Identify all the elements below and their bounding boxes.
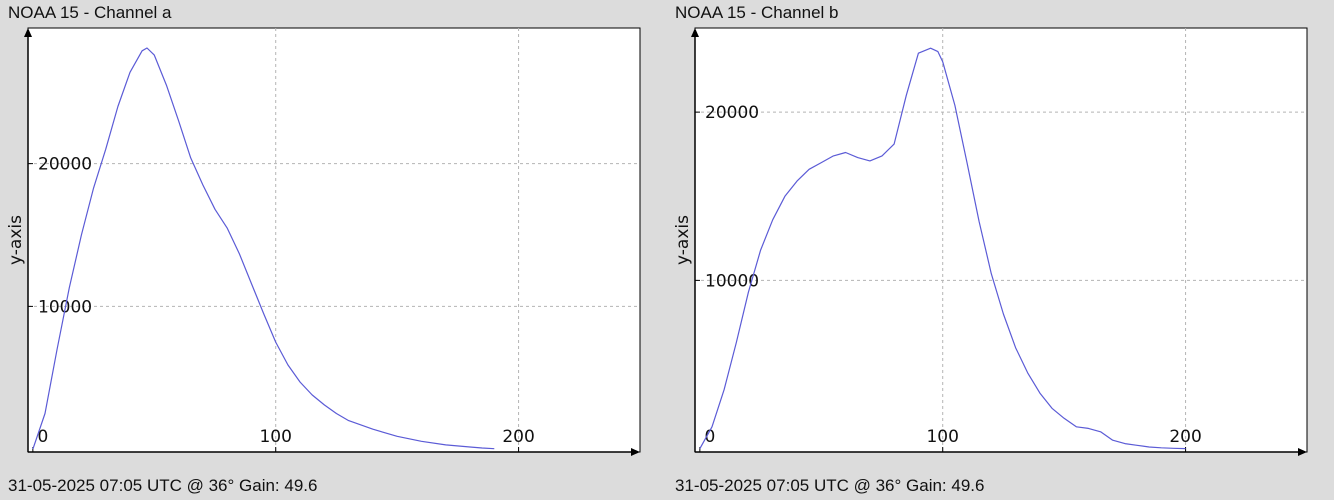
timestamp-gain-footer: 31-05-2025 07:05 UTC @ 36° Gain: 49.6 [8,476,318,495]
x-tick-label: 100 [926,427,958,447]
x-axis-arrow [631,448,640,456]
x-tick-label: 200 [1169,427,1201,447]
y-axis-label: y-axis [673,215,693,265]
plot-area [27,27,641,453]
series-line [32,47,495,450]
chart-title: NOAA 15 - Channel b [675,3,839,22]
chart-panel-channel-b: NOAA 15 - Channel b 0 100 200 10000 20000 y-a… [667,0,1308,500]
plot-area [694,27,1308,453]
timestamp-gain-footer: 31-05-2025 07:05 UTC @ 36° Gain: 49.6 [675,476,985,495]
line-chart-channel-b: 0 100 200 10000 20000 y-axis [673,27,1308,456]
y-tick-label: 10000 [705,271,759,291]
x-tick-label: 0 [704,427,715,447]
x-axis-arrow [1298,448,1307,456]
x-tick-label: 100 [259,427,291,447]
y-tick-label: 20000 [38,155,92,175]
y-axis-label: y-axis [6,215,26,265]
x-tick-label: 0 [37,427,48,447]
y-axis-arrow [24,28,32,37]
x-tick-label: 200 [502,427,534,447]
y-tick-label: 20000 [705,103,759,123]
series-line [699,47,1186,450]
chart-title: NOAA 15 - Channel a [8,3,172,22]
y-axis-arrow [691,28,699,37]
chart-panel-channel-a: NOAA 15 - Channel a 0 100 200 10000 20000 y-a… [0,0,641,500]
